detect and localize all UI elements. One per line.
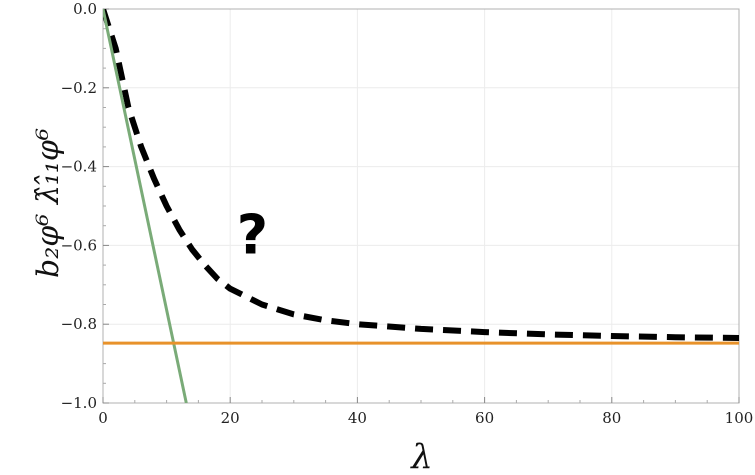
question-mark-annotation: ?	[237, 203, 268, 266]
x-axis-title: λ	[409, 437, 433, 475]
x-tick-label: 60	[475, 409, 494, 427]
green-line	[103, 9, 188, 403]
y-tick-label: −0.2	[61, 79, 97, 97]
x-tick-label: 100	[725, 409, 754, 427]
y-axis-title: b₂φ⁶ λ̂₁̂₁φ⁶	[31, 128, 66, 278]
y-tick-label: −0.4	[61, 158, 97, 176]
y-tick-label: −0.8	[61, 315, 97, 333]
x-tick-label: 80	[602, 409, 621, 427]
y-tick-label: 0.0	[73, 0, 97, 18]
dashed-curve	[103, 9, 739, 341]
y-tick-label: −1.0	[61, 394, 97, 412]
annotations: ?	[237, 203, 268, 266]
series-lines	[103, 9, 739, 403]
x-tick-label: 0	[98, 409, 108, 427]
x-tick-label: 20	[221, 409, 240, 427]
y-tick-label: −0.6	[61, 236, 97, 254]
tick-labels: 0 20 40 60 80 100 0.0 −0.2 −0.4 −0.6 −0.8 −1.0	[61, 0, 754, 427]
x-tick-label: 40	[348, 409, 367, 427]
axes	[102, 8, 740, 404]
